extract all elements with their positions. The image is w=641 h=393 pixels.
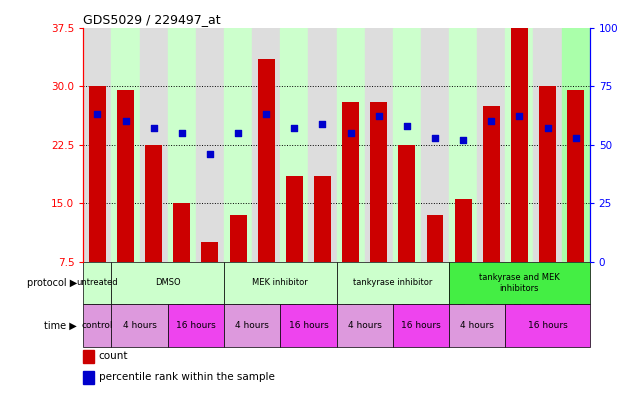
Text: 4 hours: 4 hours: [235, 321, 269, 330]
Text: protocol ▶: protocol ▶: [27, 278, 77, 288]
Bar: [533, 28, 562, 262]
Bar: [168, 28, 196, 262]
Bar: [449, 28, 477, 262]
Text: tankyrase inhibitor: tankyrase inhibitor: [353, 279, 433, 287]
Text: untreated: untreated: [76, 279, 118, 287]
Text: 4 hours: 4 hours: [460, 321, 494, 330]
Bar: [426, 215, 444, 262]
Bar: [258, 59, 274, 262]
Text: percentile rank within the sample: percentile rank within the sample: [99, 373, 274, 382]
Text: 16 hours: 16 hours: [528, 321, 567, 330]
Point: [121, 118, 131, 124]
Bar: [567, 90, 584, 262]
Point: [374, 113, 384, 119]
Bar: [454, 199, 472, 262]
Bar: [201, 242, 219, 262]
Point: [317, 120, 328, 127]
Point: [458, 137, 469, 143]
Bar: [224, 262, 337, 304]
Bar: [83, 28, 112, 262]
Bar: [112, 28, 140, 262]
Point: [205, 151, 215, 157]
Bar: [224, 28, 252, 262]
Text: GDS5029 / 229497_at: GDS5029 / 229497_at: [83, 13, 221, 26]
Text: time ▶: time ▶: [44, 321, 77, 331]
Bar: [224, 304, 280, 347]
Text: count: count: [99, 351, 128, 362]
Point: [514, 113, 524, 119]
Bar: [308, 28, 337, 262]
Bar: [393, 304, 449, 347]
Point: [345, 130, 356, 136]
Text: 16 hours: 16 hours: [176, 321, 216, 330]
Text: 16 hours: 16 hours: [288, 321, 328, 330]
Bar: [483, 106, 500, 262]
Bar: [342, 102, 359, 262]
Bar: [83, 304, 112, 347]
Text: 16 hours: 16 hours: [401, 321, 441, 330]
Bar: [252, 28, 280, 262]
Bar: [511, 28, 528, 262]
Point: [233, 130, 243, 136]
Bar: [83, 371, 94, 384]
Bar: [112, 262, 224, 304]
Bar: [112, 304, 168, 347]
Bar: [280, 304, 337, 347]
Bar: [421, 28, 449, 262]
Bar: [539, 86, 556, 262]
Bar: [449, 262, 590, 304]
Bar: [449, 304, 505, 347]
Point: [261, 111, 271, 117]
Point: [149, 125, 159, 131]
Point: [402, 123, 412, 129]
Point: [570, 134, 581, 141]
Text: tankyrase and MEK
inhibitors: tankyrase and MEK inhibitors: [479, 273, 560, 293]
Bar: [337, 262, 449, 304]
Bar: [168, 304, 224, 347]
Bar: [370, 102, 387, 262]
Bar: [146, 145, 162, 262]
Point: [177, 130, 187, 136]
Bar: [314, 176, 331, 262]
Bar: [365, 28, 393, 262]
Bar: [83, 349, 94, 363]
Text: 4 hours: 4 hours: [122, 321, 156, 330]
Bar: [505, 304, 590, 347]
Point: [289, 125, 299, 131]
Bar: [173, 203, 190, 262]
Bar: [83, 262, 112, 304]
Bar: [393, 28, 421, 262]
Point: [430, 134, 440, 141]
Bar: [229, 215, 247, 262]
Bar: [140, 28, 168, 262]
Point: [542, 125, 553, 131]
Point: [486, 118, 496, 124]
Bar: [399, 145, 415, 262]
Bar: [286, 176, 303, 262]
Bar: [117, 90, 134, 262]
Text: DMSO: DMSO: [155, 279, 181, 287]
Bar: [280, 28, 308, 262]
Point: [92, 111, 103, 117]
Bar: [337, 28, 365, 262]
Text: 4 hours: 4 hours: [347, 321, 381, 330]
Bar: [505, 28, 533, 262]
Text: control: control: [81, 321, 113, 330]
Bar: [477, 28, 505, 262]
Bar: [196, 28, 224, 262]
Bar: [89, 86, 106, 262]
Bar: [562, 28, 590, 262]
Bar: [337, 304, 393, 347]
Text: MEK inhibitor: MEK inhibitor: [253, 279, 308, 287]
